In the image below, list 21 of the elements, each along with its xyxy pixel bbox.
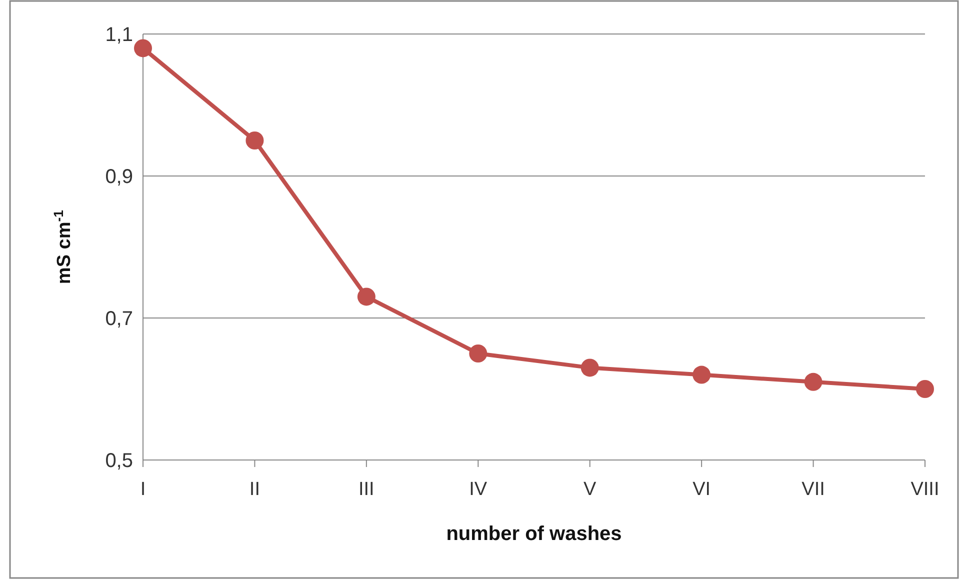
point xyxy=(134,39,152,58)
x-tick-label: I xyxy=(140,479,146,500)
point xyxy=(916,380,934,398)
y-tick-label: 0,5 xyxy=(105,450,133,472)
point xyxy=(692,366,711,384)
x-tick-label: VII xyxy=(802,479,825,500)
x-axis-title: number of washes xyxy=(446,523,622,545)
x-tick-label: II xyxy=(249,479,260,500)
point xyxy=(469,344,488,362)
point xyxy=(804,372,822,391)
point xyxy=(246,132,264,150)
x-tick-label: IV xyxy=(469,479,488,500)
y-tick-label: 0,9 xyxy=(105,166,133,188)
x-tick-label: VI xyxy=(692,479,711,500)
y-tick-label: 0,7 xyxy=(105,308,133,330)
y-tick-label: 1,1 xyxy=(105,24,133,46)
point xyxy=(357,288,376,306)
x-tick-label: III xyxy=(358,479,374,500)
x-tick-label: VIII xyxy=(910,479,940,500)
x-tick-label: V xyxy=(584,479,597,500)
point xyxy=(580,358,599,377)
